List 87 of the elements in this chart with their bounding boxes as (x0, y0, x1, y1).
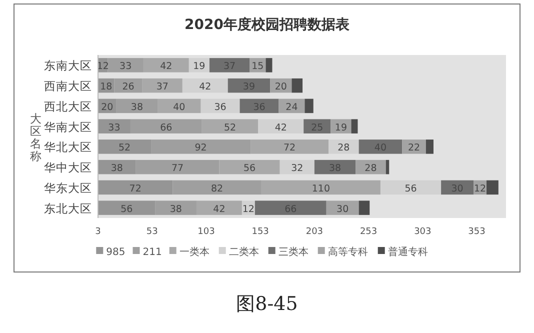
data-label: 42 (199, 82, 212, 93)
bar (228, 78, 270, 93)
bar (304, 119, 331, 134)
data-label: 20 (274, 82, 287, 93)
bar (328, 140, 359, 154)
data-label: 72 (129, 183, 142, 194)
data-label: 30 (336, 204, 349, 215)
data-label: 38 (130, 102, 144, 113)
x-tick-label: 3 (95, 227, 101, 237)
x-tick-label: 203 (306, 227, 324, 237)
data-label: 19 (334, 122, 348, 134)
data-label: 24 (286, 102, 298, 113)
bar (266, 58, 272, 72)
x-tick-label: 103 (198, 227, 215, 237)
bar (326, 200, 359, 215)
y-tick-label: 东南大区 (44, 58, 92, 73)
data-label: 33 (108, 122, 120, 134)
data-label: 56 (120, 204, 133, 215)
data-label: 42 (213, 204, 226, 215)
y-tick-label: 华北大区 (44, 140, 92, 154)
bar (380, 180, 442, 195)
data-label: 28 (364, 163, 377, 174)
data-label: 26 (122, 82, 134, 93)
data-label: 19 (193, 61, 206, 72)
bar (182, 78, 228, 93)
bar (426, 140, 434, 154)
data-label: 52 (224, 122, 236, 134)
bar (402, 140, 426, 154)
y-tick-label: 华南大区 (44, 120, 92, 134)
data-label: 18 (100, 82, 112, 93)
bar (209, 58, 250, 72)
y-axis-title: 大区名称 (30, 112, 42, 163)
x-tick-label: 153 (252, 227, 269, 237)
legend-label: 高等专科 (328, 246, 368, 258)
x-tick-label: 53 (146, 227, 158, 237)
data-label: 110 (312, 183, 330, 194)
bar (358, 200, 370, 215)
bar (280, 160, 314, 174)
data-label: 12 (242, 204, 254, 215)
data-label: 33 (120, 61, 132, 72)
chart-title: 2020年度校园招聘数据表 (184, 16, 350, 33)
legend-label: 985 (106, 247, 126, 258)
data-label: 38 (170, 204, 182, 215)
data-label: 15 (252, 61, 264, 72)
y-tick-label: 西北大区 (44, 99, 92, 114)
bar (486, 180, 498, 195)
data-label: 92 (194, 142, 207, 154)
bar (254, 200, 326, 215)
legend-label: 普通专科 (388, 246, 428, 258)
caption: 图8-45 (236, 293, 298, 315)
data-label: 28 (338, 142, 350, 154)
x-tick-label: 353 (468, 227, 486, 237)
data-label: 66 (160, 122, 172, 134)
data-label: 77 (171, 163, 184, 174)
bar (292, 78, 303, 93)
bar (200, 98, 240, 114)
bar (358, 140, 402, 154)
y-tick-label: 西南大区 (44, 79, 92, 94)
data-label: 20 (101, 102, 114, 113)
data-label: 37 (156, 82, 168, 93)
data-label: 12 (96, 61, 109, 72)
legend-label: 三类本 (278, 246, 308, 258)
data-label: 72 (284, 142, 296, 154)
data-label: 38 (110, 163, 123, 174)
legend-label: 二类本 (228, 246, 259, 258)
bar (386, 160, 390, 174)
data-label: 56 (404, 183, 417, 194)
data-label: 36 (214, 102, 226, 113)
legend-label: 一类本 (179, 246, 210, 258)
data-label: 32 (291, 163, 304, 174)
bar (351, 119, 358, 134)
data-label: 12 (474, 183, 486, 194)
x-tick-label: 253 (360, 227, 378, 237)
data-label: 82 (211, 183, 224, 194)
data-label: 40 (173, 102, 186, 113)
data-label: 52 (118, 142, 131, 154)
y-tick-label: 华东大区 (44, 180, 92, 195)
data-label: 42 (160, 61, 172, 72)
y-tick-label: 华中大区 (44, 160, 92, 175)
x-tick-label: 303 (414, 227, 432, 237)
bar (304, 98, 314, 114)
bar (258, 119, 304, 134)
legend-label: 211 (142, 247, 162, 258)
y-tick-label: 东北大区 (44, 201, 92, 216)
data-label: 56 (243, 163, 256, 174)
data-label: 42 (274, 122, 287, 134)
data-label: 22 (408, 142, 420, 154)
